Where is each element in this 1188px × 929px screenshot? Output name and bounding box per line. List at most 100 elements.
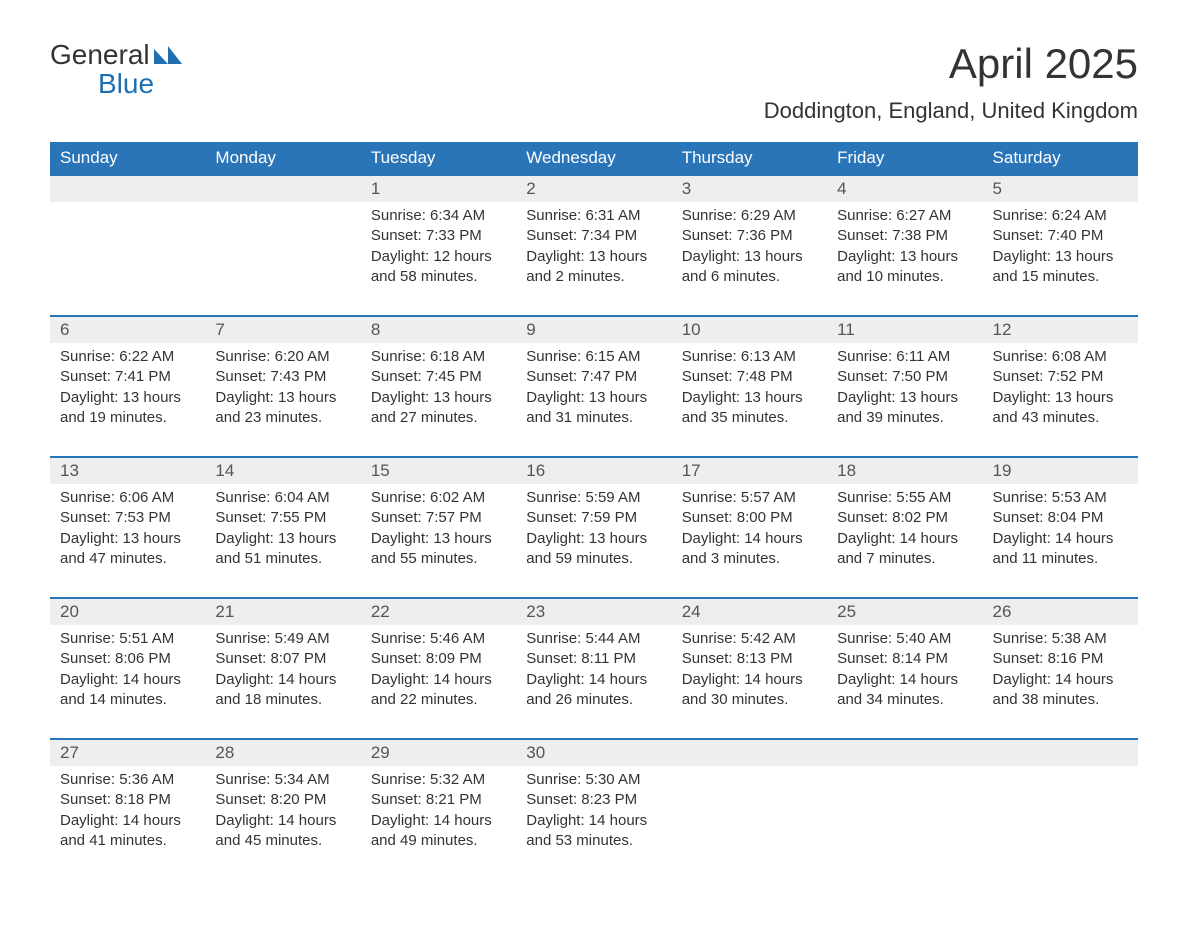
sunrise-text: Sunrise: 6:06 AM xyxy=(60,488,195,508)
sunrise-text: Sunrise: 6:29 AM xyxy=(682,206,817,226)
daylight-text: Daylight: 13 hours and 23 minutes. xyxy=(215,388,350,429)
daylight-text: Daylight: 13 hours and 2 minutes. xyxy=(526,247,661,288)
day-cell: Sunrise: 6:06 AMSunset: 7:53 PMDaylight:… xyxy=(50,484,205,598)
daylight-text: Daylight: 13 hours and 51 minutes. xyxy=(215,529,350,570)
sunset-text: Sunset: 7:41 PM xyxy=(60,367,195,387)
day-number: 24 xyxy=(672,598,827,625)
day-number: 9 xyxy=(516,316,671,343)
sunrise-text: Sunrise: 6:08 AM xyxy=(993,347,1128,367)
daylight-text: Daylight: 13 hours and 15 minutes. xyxy=(993,247,1128,288)
day-content-row: Sunrise: 5:36 AMSunset: 8:18 PMDaylight:… xyxy=(50,766,1138,879)
sunrise-text: Sunrise: 5:46 AM xyxy=(371,629,506,649)
sunrise-text: Sunrise: 6:15 AM xyxy=(526,347,661,367)
day-number: 25 xyxy=(827,598,982,625)
day-cell xyxy=(983,766,1138,879)
day-number: 11 xyxy=(827,316,982,343)
day-number: 23 xyxy=(516,598,671,625)
sunset-text: Sunset: 7:36 PM xyxy=(682,226,817,246)
daylight-text: Daylight: 13 hours and 27 minutes. xyxy=(371,388,506,429)
day-number: 1 xyxy=(361,175,516,202)
sunset-text: Sunset: 7:55 PM xyxy=(215,508,350,528)
sunset-text: Sunset: 7:57 PM xyxy=(371,508,506,528)
day-cell: Sunrise: 5:44 AMSunset: 8:11 PMDaylight:… xyxy=(516,625,671,739)
day-cell: Sunrise: 6:15 AMSunset: 7:47 PMDaylight:… xyxy=(516,343,671,457)
day-cell: Sunrise: 6:27 AMSunset: 7:38 PMDaylight:… xyxy=(827,202,982,316)
day-number: 26 xyxy=(983,598,1138,625)
day-cell: Sunrise: 5:40 AMSunset: 8:14 PMDaylight:… xyxy=(827,625,982,739)
sunrise-text: Sunrise: 6:31 AM xyxy=(526,206,661,226)
daylight-text: Daylight: 14 hours and 53 minutes. xyxy=(526,811,661,852)
sunrise-text: Sunrise: 5:51 AM xyxy=(60,629,195,649)
sunrise-text: Sunrise: 5:53 AM xyxy=(993,488,1128,508)
day-cell: Sunrise: 6:18 AMSunset: 7:45 PMDaylight:… xyxy=(361,343,516,457)
sunset-text: Sunset: 7:47 PM xyxy=(526,367,661,387)
day-number: 21 xyxy=(205,598,360,625)
day-cell: Sunrise: 5:36 AMSunset: 8:18 PMDaylight:… xyxy=(50,766,205,879)
sunset-text: Sunset: 8:00 PM xyxy=(682,508,817,528)
sunset-text: Sunset: 8:13 PM xyxy=(682,649,817,669)
day-number: 20 xyxy=(50,598,205,625)
title-block: April 2025 Doddington, England, United K… xyxy=(764,40,1138,136)
sunrise-text: Sunrise: 5:42 AM xyxy=(682,629,817,649)
sunrise-text: Sunrise: 5:59 AM xyxy=(526,488,661,508)
daynum-row: 13141516171819 xyxy=(50,457,1138,484)
day-number: 30 xyxy=(516,739,671,766)
day-cell: Sunrise: 5:30 AMSunset: 8:23 PMDaylight:… xyxy=(516,766,671,879)
calendar-table: Sunday Monday Tuesday Wednesday Thursday… xyxy=(50,142,1138,879)
sunset-text: Sunset: 7:43 PM xyxy=(215,367,350,387)
sunset-text: Sunset: 8:16 PM xyxy=(993,649,1128,669)
day-cell: Sunrise: 5:55 AMSunset: 8:02 PMDaylight:… xyxy=(827,484,982,598)
day-number: 15 xyxy=(361,457,516,484)
day-number: 10 xyxy=(672,316,827,343)
day-content-row: Sunrise: 6:34 AMSunset: 7:33 PMDaylight:… xyxy=(50,202,1138,316)
day-cell: Sunrise: 5:57 AMSunset: 8:00 PMDaylight:… xyxy=(672,484,827,598)
day-number: 19 xyxy=(983,457,1138,484)
sunrise-text: Sunrise: 5:40 AM xyxy=(837,629,972,649)
daylight-text: Daylight: 13 hours and 59 minutes. xyxy=(526,529,661,570)
day-cell: Sunrise: 6:13 AMSunset: 7:48 PMDaylight:… xyxy=(672,343,827,457)
day-number: 29 xyxy=(361,739,516,766)
day-cell: Sunrise: 6:34 AMSunset: 7:33 PMDaylight:… xyxy=(361,202,516,316)
day-cell: Sunrise: 5:38 AMSunset: 8:16 PMDaylight:… xyxy=(983,625,1138,739)
sunset-text: Sunset: 8:14 PM xyxy=(837,649,972,669)
day-cell xyxy=(672,766,827,879)
logo-icon xyxy=(154,40,182,69)
sunset-text: Sunset: 8:20 PM xyxy=(215,790,350,810)
sunset-text: Sunset: 7:34 PM xyxy=(526,226,661,246)
day-number: 14 xyxy=(205,457,360,484)
sunrise-text: Sunrise: 6:24 AM xyxy=(993,206,1128,226)
day-cell: Sunrise: 6:29 AMSunset: 7:36 PMDaylight:… xyxy=(672,202,827,316)
weekday-header: Thursday xyxy=(672,142,827,175)
day-number: 17 xyxy=(672,457,827,484)
sunset-text: Sunset: 8:06 PM xyxy=(60,649,195,669)
sunset-text: Sunset: 8:21 PM xyxy=(371,790,506,810)
day-number: 27 xyxy=(50,739,205,766)
day-number xyxy=(672,739,827,766)
sunrise-text: Sunrise: 6:34 AM xyxy=(371,206,506,226)
sunset-text: Sunset: 8:11 PM xyxy=(526,649,661,669)
daylight-text: Daylight: 14 hours and 14 minutes. xyxy=(60,670,195,711)
sunrise-text: Sunrise: 6:11 AM xyxy=(837,347,972,367)
sunrise-text: Sunrise: 5:49 AM xyxy=(215,629,350,649)
day-cell: Sunrise: 5:59 AMSunset: 7:59 PMDaylight:… xyxy=(516,484,671,598)
sunrise-text: Sunrise: 6:04 AM xyxy=(215,488,350,508)
daylight-text: Daylight: 14 hours and 38 minutes. xyxy=(993,670,1128,711)
daylight-text: Daylight: 14 hours and 11 minutes. xyxy=(993,529,1128,570)
sunrise-text: Sunrise: 5:55 AM xyxy=(837,488,972,508)
weekday-header: Saturday xyxy=(983,142,1138,175)
daynum-row: 6789101112 xyxy=(50,316,1138,343)
daylight-text: Daylight: 14 hours and 26 minutes. xyxy=(526,670,661,711)
day-content-row: Sunrise: 6:22 AMSunset: 7:41 PMDaylight:… xyxy=(50,343,1138,457)
sunset-text: Sunset: 7:40 PM xyxy=(993,226,1128,246)
sunset-text: Sunset: 7:33 PM xyxy=(371,226,506,246)
day-cell: Sunrise: 5:46 AMSunset: 8:09 PMDaylight:… xyxy=(361,625,516,739)
sunset-text: Sunset: 7:48 PM xyxy=(682,367,817,387)
logo-text-bottom: Blue xyxy=(50,69,182,98)
day-cell: Sunrise: 5:32 AMSunset: 8:21 PMDaylight:… xyxy=(361,766,516,879)
sunrise-text: Sunrise: 5:36 AM xyxy=(60,770,195,790)
daylight-text: Daylight: 12 hours and 58 minutes. xyxy=(371,247,506,288)
daylight-text: Daylight: 13 hours and 55 minutes. xyxy=(371,529,506,570)
day-cell: Sunrise: 5:49 AMSunset: 8:07 PMDaylight:… xyxy=(205,625,360,739)
sunrise-text: Sunrise: 6:02 AM xyxy=(371,488,506,508)
daylight-text: Daylight: 13 hours and 19 minutes. xyxy=(60,388,195,429)
